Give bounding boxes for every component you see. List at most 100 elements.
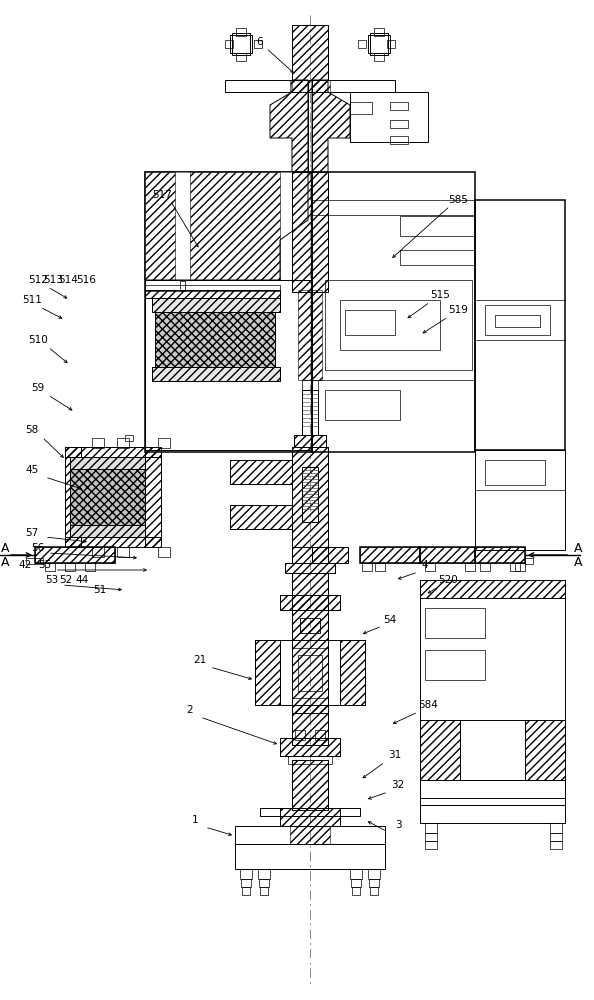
Bar	[230, 460, 292, 484]
Bar	[145, 285, 280, 291]
Text: 584: 584	[418, 700, 438, 710]
Text: 516: 516	[76, 275, 96, 285]
Bar	[158, 438, 170, 448]
Bar	[45, 563, 55, 571]
Bar	[292, 172, 328, 292]
Bar	[35, 547, 115, 563]
Bar	[290, 826, 330, 844]
Bar	[190, 172, 280, 280]
Bar	[65, 537, 161, 547]
Bar	[525, 720, 565, 780]
Bar	[152, 298, 280, 312]
Bar	[360, 547, 420, 563]
Bar	[420, 720, 460, 780]
Bar	[158, 547, 170, 557]
Bar	[70, 457, 145, 469]
Bar	[340, 640, 365, 705]
Bar	[230, 505, 292, 529]
Text: 59: 59	[31, 383, 45, 393]
Bar	[280, 738, 340, 756]
Text: 51: 51	[93, 585, 107, 595]
Bar	[475, 547, 525, 563]
Bar	[155, 312, 275, 367]
Bar	[525, 720, 565, 780]
Bar	[292, 447, 328, 547]
Bar	[485, 460, 545, 485]
Bar	[240, 869, 252, 879]
Text: 42: 42	[18, 560, 31, 570]
Bar	[230, 460, 292, 484]
Bar	[300, 618, 320, 633]
Bar	[312, 200, 475, 215]
Bar	[225, 80, 395, 92]
Bar	[420, 547, 475, 563]
Bar	[485, 305, 550, 335]
Bar	[350, 92, 428, 142]
Bar	[495, 315, 540, 327]
Bar	[260, 808, 360, 816]
Text: 520: 520	[438, 575, 458, 585]
Bar	[292, 760, 328, 810]
Bar	[425, 823, 437, 833]
Bar	[236, 53, 246, 61]
Bar	[288, 756, 332, 764]
Bar	[368, 35, 390, 53]
Bar	[230, 505, 292, 529]
Bar	[358, 40, 366, 48]
Bar	[425, 650, 485, 680]
Bar	[235, 826, 385, 844]
Bar	[35, 547, 115, 563]
Bar	[294, 435, 326, 447]
Bar	[235, 844, 385, 869]
Text: A: A	[574, 542, 582, 556]
Bar	[350, 869, 362, 879]
Bar	[117, 438, 129, 448]
Bar	[152, 298, 280, 312]
Bar	[155, 312, 275, 367]
Bar	[145, 172, 312, 452]
Bar	[369, 879, 379, 887]
Bar	[292, 25, 328, 80]
Bar	[254, 40, 262, 48]
Bar	[65, 447, 81, 547]
Bar	[26, 558, 35, 564]
Bar	[425, 608, 485, 638]
Text: 54: 54	[383, 615, 397, 625]
Bar	[180, 281, 185, 291]
Text: 3: 3	[394, 820, 402, 830]
Bar	[285, 563, 335, 573]
Bar	[340, 300, 440, 350]
Bar	[292, 573, 328, 713]
Bar	[225, 40, 233, 48]
Bar	[292, 447, 328, 547]
Bar	[65, 447, 81, 547]
Bar	[360, 547, 420, 563]
Bar	[85, 563, 95, 571]
Text: 511: 511	[22, 295, 42, 305]
Bar	[255, 640, 280, 705]
Text: 512: 512	[28, 275, 48, 285]
Bar	[300, 618, 320, 633]
Bar	[420, 580, 565, 598]
Bar	[65, 447, 161, 457]
Bar	[420, 580, 565, 598]
Bar	[152, 367, 280, 381]
Bar	[420, 547, 475, 563]
Bar	[145, 172, 175, 280]
Bar	[312, 547, 348, 563]
Bar	[70, 469, 145, 537]
Bar	[550, 833, 562, 841]
Bar	[290, 80, 330, 92]
Bar	[294, 435, 326, 447]
Text: 44: 44	[75, 575, 89, 585]
Bar	[242, 887, 250, 895]
Bar	[400, 250, 475, 265]
Bar	[400, 216, 475, 236]
Text: 585: 585	[448, 195, 468, 205]
Bar	[295, 730, 305, 740]
Text: 32: 32	[391, 780, 405, 790]
Bar	[351, 879, 361, 887]
Bar	[374, 53, 384, 61]
Text: 4: 4	[422, 560, 428, 570]
Bar	[298, 655, 322, 691]
